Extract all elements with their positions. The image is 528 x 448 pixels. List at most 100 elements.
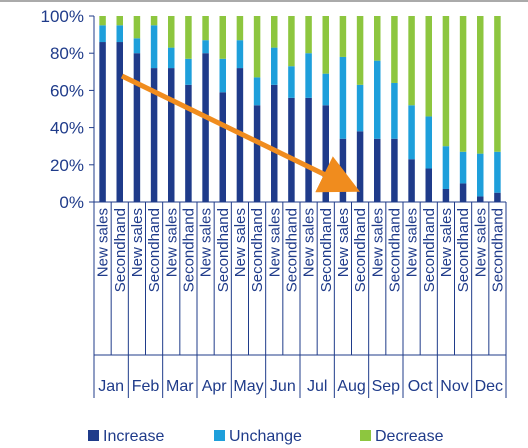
bar-segment-unchange xyxy=(391,82,398,139)
bar-segment-decrease xyxy=(99,16,106,26)
bar-segment-unchange xyxy=(168,47,175,69)
bar-segment-unchange xyxy=(494,151,501,193)
bar-segment-decrease xyxy=(288,16,295,67)
bar-segment-decrease xyxy=(356,16,364,85)
bar-segment-increase xyxy=(305,97,312,202)
bar-segment-decrease xyxy=(408,16,415,106)
y-tick-label: 100% xyxy=(41,7,84,26)
bar-segment-decrease xyxy=(322,16,329,74)
bar-segment-unchange xyxy=(425,116,432,169)
bar-segment-decrease xyxy=(150,16,158,26)
bar-segment-unchange xyxy=(271,47,278,85)
bar-segment-increase xyxy=(116,42,123,202)
bar-segment-increase xyxy=(477,196,484,202)
x-month-label: Mar xyxy=(166,378,194,395)
bar-segment-decrease xyxy=(236,16,244,41)
x-sub-label: New sales xyxy=(404,208,421,277)
bar-segment-decrease xyxy=(271,16,278,48)
bar-segment-unchange xyxy=(116,25,123,43)
bar-segment-increase xyxy=(133,53,141,203)
x-sub-label: Secondhand xyxy=(489,208,506,292)
bar-segment-increase xyxy=(494,192,501,202)
bar-segment-increase xyxy=(168,68,175,202)
bar-segment-decrease xyxy=(494,16,501,152)
x-month-label: Sep xyxy=(372,378,401,395)
x-sub-label: Secondhand xyxy=(180,208,197,292)
bar-segment-unchange xyxy=(374,60,381,139)
x-sub-label: New sales xyxy=(472,208,489,277)
bar-segment-increase xyxy=(339,138,347,202)
y-axis: 0% 20% 40% 60% 80% 100% xyxy=(41,7,95,212)
bar-segment-decrease xyxy=(477,16,484,154)
y-tick-label: 20% xyxy=(50,156,84,175)
bar-segment-decrease xyxy=(168,16,175,48)
x-axis: New sales Secondhand New sales Secondhand Ne… xyxy=(93,201,507,398)
x-sub-label: New sales xyxy=(163,208,180,277)
bar-segment-decrease xyxy=(133,16,141,39)
y-tick-label: 80% xyxy=(50,44,84,63)
bar-segment-decrease xyxy=(339,16,347,57)
bar-segment-increase xyxy=(288,97,295,202)
bar-segment-increase xyxy=(202,53,209,203)
bar-segment-unchange xyxy=(133,38,141,54)
bar-segment-unchange xyxy=(459,151,467,184)
legend-swatch-unchange xyxy=(214,430,225,441)
bar-segment-decrease xyxy=(425,16,432,117)
x-sub-label: New sales xyxy=(369,208,386,277)
x-sub-label: Secondhand xyxy=(386,208,403,292)
bar-segment-unchange xyxy=(477,153,484,197)
bar-segment-increase xyxy=(219,92,226,202)
x-sub-label: New sales xyxy=(129,208,146,277)
bar-segment-decrease xyxy=(253,16,261,78)
bar-segment-decrease xyxy=(374,16,381,61)
bar-segment-increase xyxy=(185,84,192,202)
bar-segment-increase xyxy=(99,42,106,202)
y-grid xyxy=(89,15,94,203)
x-sub-label: New sales xyxy=(95,208,112,277)
x-sub-label: Secondhand xyxy=(249,208,266,292)
x-sub-label: New sales xyxy=(438,208,455,277)
bar-segment-increase xyxy=(356,131,364,202)
x-month-label: Jun xyxy=(270,378,296,395)
x-sub-label: Secondhand xyxy=(215,208,232,292)
legend-label-unchange: Unchange xyxy=(229,428,302,445)
bar-segment-unchange xyxy=(99,25,106,43)
x-sub-label: New sales xyxy=(198,208,215,277)
x-sub-label: Secondhand xyxy=(112,208,129,292)
bar-segment-decrease xyxy=(185,16,192,59)
legend: Increase Unchange Decrease xyxy=(88,428,444,445)
x-month-label: Apr xyxy=(202,378,228,395)
bar-segment-increase xyxy=(459,183,467,202)
y-tick-label: 40% xyxy=(50,119,84,138)
x-month-label: Jan xyxy=(98,378,124,395)
x-month-label: Oct xyxy=(408,378,433,395)
bar-segment-decrease xyxy=(305,16,312,54)
x-month-label: Jul xyxy=(307,378,327,395)
bars xyxy=(99,16,501,203)
legend-label-increase: Increase xyxy=(103,428,164,445)
bar-segment-increase xyxy=(150,68,158,202)
bar-segment-unchange xyxy=(356,84,364,132)
bar-segment-unchange xyxy=(442,146,450,189)
bar-segment-increase xyxy=(374,138,381,202)
bar-segment-increase xyxy=(322,105,329,202)
bar-segment-unchange xyxy=(305,53,312,98)
x-sub-label: New sales xyxy=(301,208,318,277)
x-sub-label: New sales xyxy=(232,208,249,277)
bar-segment-decrease xyxy=(391,16,398,83)
x-month-label: May xyxy=(233,378,263,395)
bar-segment-unchange xyxy=(219,58,226,93)
x-month-label: Aug xyxy=(337,378,365,395)
bar-segment-unchange xyxy=(408,105,415,160)
x-month-label: Nov xyxy=(440,378,468,395)
bar-segment-unchange xyxy=(322,73,329,106)
bar-segment-unchange xyxy=(253,77,261,106)
x-sub-label: Secondhand xyxy=(352,208,369,292)
legend-label-decrease: Decrease xyxy=(375,428,444,445)
x-month-label: Feb xyxy=(132,378,160,395)
bar-segment-unchange xyxy=(236,40,244,69)
bar-segment-increase xyxy=(425,168,432,202)
x-sub-label: Secondhand xyxy=(146,208,163,292)
legend-swatch-increase xyxy=(88,430,99,441)
bar-segment-decrease xyxy=(116,16,123,26)
